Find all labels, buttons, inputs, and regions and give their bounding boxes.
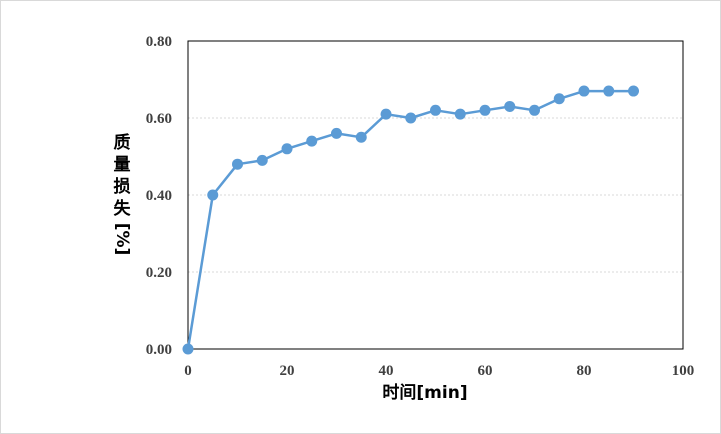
data-point xyxy=(578,85,590,97)
gridlines xyxy=(188,117,683,273)
series-layer xyxy=(182,85,639,355)
data-point xyxy=(256,154,268,166)
data-point xyxy=(603,85,615,97)
data-point xyxy=(331,127,342,139)
data-point xyxy=(232,158,243,170)
y-tick-label: 0.00 xyxy=(146,342,172,358)
data-point xyxy=(553,93,565,105)
x-tick-label: 100 xyxy=(672,363,695,379)
data-point xyxy=(628,85,639,97)
data-point xyxy=(355,131,367,143)
data-point xyxy=(504,100,516,112)
y-tick-label: 0.80 xyxy=(146,34,172,50)
data-point xyxy=(182,343,194,355)
data-point xyxy=(529,104,540,116)
plot-area xyxy=(187,40,684,350)
data-point xyxy=(405,112,417,124)
y-axis-title: 质量损失 xyxy=(114,133,132,219)
y-tick-labels: 0.00 0.20 0.40 0.60 0.80 xyxy=(146,34,172,358)
x-axis-title: 时间[min] xyxy=(382,382,467,403)
y-tick-label: 0.40 xyxy=(146,188,172,204)
data-point xyxy=(430,104,441,116)
x-tick-label: 40 xyxy=(379,363,394,379)
y-tick-label: 0.20 xyxy=(146,265,172,281)
x-tick-labels: 0 20 40 60 80 100 xyxy=(184,363,694,379)
data-point xyxy=(479,104,491,116)
x-tick-label: 60 xyxy=(478,363,493,379)
data-point xyxy=(207,189,219,201)
data-point xyxy=(454,108,466,120)
x-tick-label: 80 xyxy=(577,363,592,379)
x-tick-label: 0 xyxy=(184,363,192,379)
series-line xyxy=(186,89,634,350)
y-tick-label: 0.60 xyxy=(146,111,172,127)
data-point xyxy=(281,143,293,155)
data-point xyxy=(306,135,318,147)
x-tick-label: 20 xyxy=(280,363,295,379)
y-axis-title-unit: [%] xyxy=(112,223,132,256)
data-point xyxy=(380,108,392,120)
